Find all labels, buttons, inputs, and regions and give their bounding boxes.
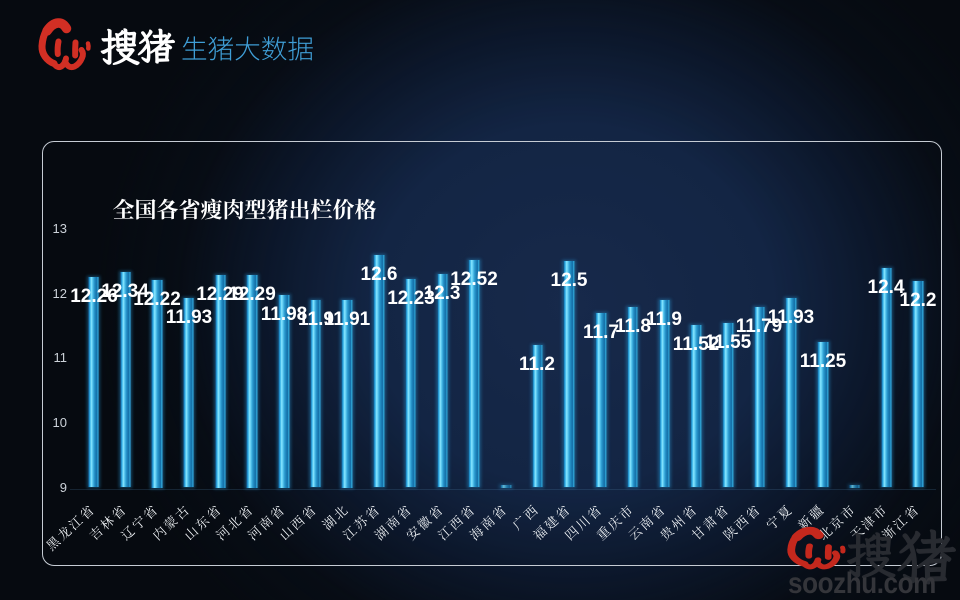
svg-text:soozhu.com: soozhu.com: [788, 566, 936, 599]
